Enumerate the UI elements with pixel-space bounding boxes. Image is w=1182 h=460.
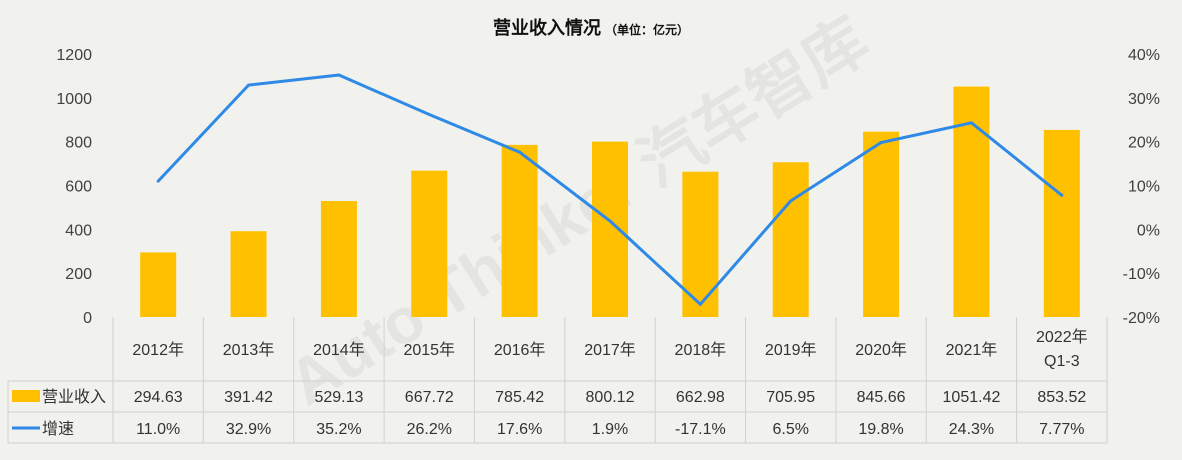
y-left-tick-label: 400 [65,222,92,239]
bar [592,141,628,317]
revenue-value-label: 667.72 [405,389,454,406]
growth-point [337,73,341,77]
growth-point [698,302,702,306]
growth-point [1060,193,1064,197]
legend-line-label: 增速 [42,420,74,438]
bar [230,231,267,317]
revenue-value-label: 800.12 [586,389,635,406]
y-right-tick-label: 0% [1137,222,1160,239]
x-tick-label: Q1-3 [1044,353,1080,370]
x-tick-label: 2017年 [584,341,636,359]
y-left-tick-label: 800 [65,135,92,152]
bar [320,201,357,317]
y-right-tick-label: 30% [1128,91,1160,108]
revenue-value-label: 529.13 [314,389,363,406]
growth-point [608,219,612,223]
growth-point [969,121,973,125]
bar [501,144,538,317]
x-tick-label: 2012年 [132,341,184,359]
bar [140,252,177,317]
growth-value-label: -17.1% [675,421,726,438]
growth-point [518,150,522,154]
revenue-value-label: 391.42 [224,389,273,406]
x-tick-label: 2016年 [494,341,546,359]
revenue-value-label: 662.98 [676,389,725,406]
bar [682,171,719,317]
growth-value-label: 11.0% [136,421,180,438]
growth-value-label: 7.77% [1039,421,1084,438]
x-tick-label: 2020年 [855,341,907,359]
y-left-tick-label: 1200 [56,47,92,64]
y-left-tick-label: 1000 [56,91,92,108]
bar [772,162,809,317]
growth-value-label: 19.8% [858,421,903,438]
bar [411,170,448,317]
legend-bar-label: 营业收入 [42,388,106,406]
revenue-value-label: 1051.42 [943,389,1001,406]
x-tick-label: 2018年 [675,341,727,359]
y-right-tick-label: 20% [1128,135,1160,152]
y-right-tick-label: -10% [1123,266,1160,283]
growth-point [789,199,793,203]
bar [953,86,990,317]
x-tick-label: 2021年 [946,341,998,359]
revenue-value-label: 845.66 [857,389,906,406]
growth-value-label: 24.3% [949,421,994,438]
growth-value-label: 1.9% [592,421,628,438]
growth-value-label: 6.5% [772,421,808,438]
x-tick-label: 2013年 [223,341,275,359]
x-tick-label: 2022年 [1036,328,1088,346]
growth-point [156,179,160,183]
legend-bar-swatch [12,390,40,402]
chart-subtitle: （单位：亿元） [604,23,689,37]
y-left-tick-label: 600 [65,179,92,196]
chart-title: 营业收入情况 [492,18,601,39]
growth-value-label: 17.6% [497,421,542,438]
revenue-value-label: 705.95 [766,389,815,406]
bar [863,131,900,317]
y-right-tick-label: -20% [1123,310,1160,327]
growth-point [879,141,883,145]
chart-title-block: 营业收入情况 （单位：亿元） [0,14,1182,40]
revenue-value-label: 853.52 [1037,389,1086,406]
growth-value-label: 32.9% [226,421,271,438]
y-left-tick-label: 0 [83,310,92,327]
y-right-tick-label: 10% [1128,179,1160,196]
x-tick-label: 2019年 [765,341,817,359]
x-tick-label: 2014年 [313,341,365,359]
growth-value-label: 35.2% [316,421,361,438]
bar [1043,129,1080,317]
y-right-tick-label: 40% [1128,47,1160,64]
x-tick-label: 2015年 [403,341,455,359]
growth-value-label: 26.2% [407,421,452,438]
y-left-tick-label: 200 [65,266,92,283]
growth-point [427,112,431,116]
growth-point [247,83,251,87]
revenue-value-label: 294.63 [134,389,183,406]
revenue-value-label: 785.42 [495,389,544,406]
